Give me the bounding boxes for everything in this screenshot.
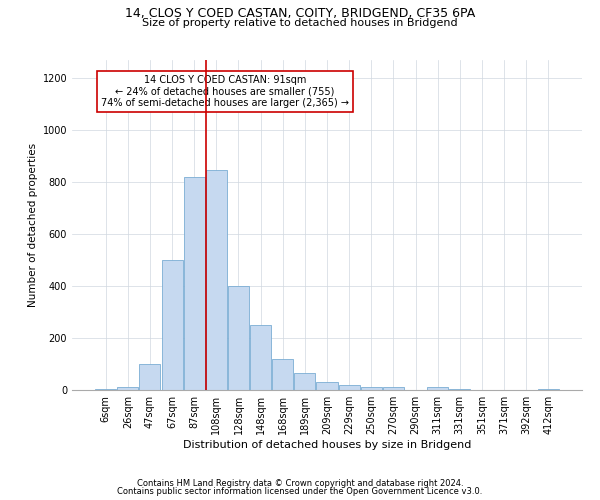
Bar <box>272 359 293 390</box>
Bar <box>338 385 359 390</box>
Bar <box>161 260 182 390</box>
Text: 14, CLOS Y COED CASTAN, COITY, BRIDGEND, CF35 6PA: 14, CLOS Y COED CASTAN, COITY, BRIDGEND,… <box>125 8 475 20</box>
Bar <box>427 388 448 390</box>
Bar <box>206 170 227 390</box>
Text: Size of property relative to detached houses in Bridgend: Size of property relative to detached ho… <box>142 18 458 28</box>
Y-axis label: Number of detached properties: Number of detached properties <box>28 143 38 307</box>
Bar <box>295 373 316 390</box>
Bar <box>316 382 338 390</box>
Bar <box>118 388 139 390</box>
Bar <box>139 364 160 390</box>
Text: Contains HM Land Registry data © Crown copyright and database right 2024.: Contains HM Land Registry data © Crown c… <box>137 478 463 488</box>
Bar <box>228 286 249 390</box>
Bar <box>361 388 382 390</box>
Bar <box>95 388 116 390</box>
Text: 14 CLOS Y COED CASTAN: 91sqm
← 24% of detached houses are smaller (755)
74% of s: 14 CLOS Y COED CASTAN: 91sqm ← 24% of de… <box>101 75 349 108</box>
Bar <box>383 388 404 390</box>
Bar <box>250 325 271 390</box>
Bar <box>184 177 205 390</box>
Bar <box>449 388 470 390</box>
X-axis label: Distribution of detached houses by size in Bridgend: Distribution of detached houses by size … <box>183 440 471 450</box>
Bar <box>538 388 559 390</box>
Text: Contains public sector information licensed under the Open Government Licence v3: Contains public sector information licen… <box>118 487 482 496</box>
